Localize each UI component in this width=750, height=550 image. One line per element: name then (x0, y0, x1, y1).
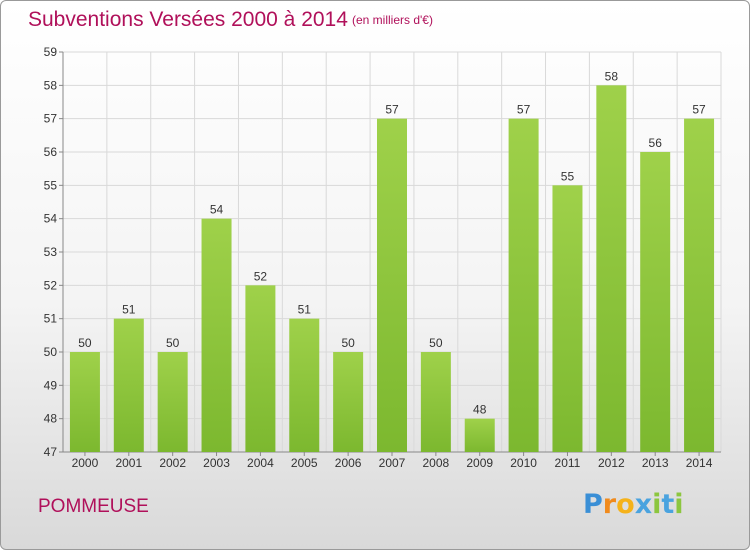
y-tick-label: 47 (44, 445, 58, 459)
x-tick-label: 2011 (555, 456, 581, 470)
bars (69, 85, 715, 453)
data-label-2012: 58 (605, 69, 619, 83)
x-tick-label: 2008 (423, 456, 450, 470)
logo-letter: o (616, 489, 635, 520)
bar-2004 (245, 285, 276, 452)
logo-letter: r (602, 489, 617, 520)
location-name: POMMEUSE (38, 496, 149, 517)
x-tick-label: 2002 (159, 456, 186, 470)
bar-2013 (640, 152, 671, 452)
data-label-2004: 52 (254, 269, 268, 283)
x-tick-label: 2013 (642, 456, 669, 470)
x-tick-label: 2003 (203, 456, 230, 470)
data-label-2013: 56 (649, 136, 663, 150)
data-label-2011: 55 (561, 169, 575, 183)
y-tick-label: 59 (44, 45, 58, 59)
x-tick-label: 2009 (466, 456, 493, 470)
bar-2012 (596, 85, 627, 452)
y-tick-label: 56 (44, 145, 58, 159)
x-tick-label: 2001 (115, 456, 142, 470)
y-tick-label: 57 (44, 112, 58, 126)
x-tick-label: 2014 (686, 456, 713, 470)
bar-2014 (684, 118, 715, 453)
y-tick-label: 55 (44, 178, 58, 192)
bar-2002 (157, 352, 188, 452)
x-tick-label: 2004 (247, 456, 274, 470)
x-tick-label: 2005 (291, 456, 318, 470)
bar-2003 (201, 218, 232, 452)
data-label-2008: 50 (429, 336, 443, 350)
y-tick-label: 49 (44, 378, 58, 392)
data-label-2009: 48 (473, 403, 487, 417)
proxiti-logo[interactable]: Proxiti (583, 489, 684, 520)
data-label-2002: 50 (166, 336, 180, 350)
x-tick-label: 2000 (72, 456, 99, 470)
logo-letter: P (583, 489, 603, 520)
logo-letter: i (674, 489, 684, 520)
bar-2008 (420, 352, 451, 452)
bar-2005 (289, 318, 320, 452)
logo-letter: t (661, 489, 675, 520)
logo-letter: i (652, 489, 662, 520)
bar-2011 (552, 185, 583, 453)
y-tick-label: 51 (44, 312, 58, 326)
x-tick-label: 2010 (510, 456, 537, 470)
data-label-2006: 50 (341, 336, 355, 350)
labels: 50 51 50 54 52 51 50 57 50 48 57 55 58 56 57 (78, 69, 706, 416)
x-tick-label: 2007 (379, 456, 406, 470)
bar-2009 (464, 418, 495, 452)
y-tick-label: 53 (44, 245, 58, 259)
y-tick-label: 54 (44, 212, 58, 226)
y-tick-label: 58 (44, 78, 58, 92)
data-label-2001: 51 (122, 303, 136, 317)
data-label-2007: 57 (385, 103, 399, 117)
x-tick-label: 2012 (598, 456, 625, 470)
chart-title: Subventions Versées 2000 à 2014 (28, 8, 348, 31)
bar-2006 (333, 352, 364, 452)
data-label-2000: 50 (78, 336, 92, 350)
y-tick-label: 52 (44, 278, 58, 292)
chart-subtitle: (en milliers d'€) (352, 13, 433, 27)
data-label-2005: 51 (298, 303, 312, 317)
bar-2000 (69, 352, 100, 452)
bar-2010 (508, 118, 539, 453)
logo-letter: x (634, 489, 653, 520)
y-tick-label: 48 (44, 412, 58, 426)
y-tick-label: 50 (44, 345, 58, 359)
bar-2007 (377, 118, 407, 453)
data-label-2010: 57 (517, 103, 531, 117)
data-label-2014: 57 (692, 103, 706, 117)
bar-2001 (113, 318, 144, 452)
data-label-2003: 54 (210, 203, 224, 217)
x-tick-label: 2006 (335, 456, 362, 470)
